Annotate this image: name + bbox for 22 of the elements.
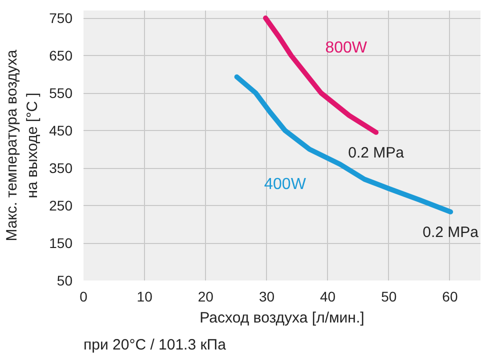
y-axis-title: Макс. температура воздуха на выходе [°C ] (4, 49, 42, 242)
series-label: 800W (325, 40, 368, 56)
y-tick-label: 50 (56, 272, 73, 288)
y-tick-label: 150 (49, 235, 73, 251)
x-tick-label: 30 (258, 288, 275, 304)
y-tick-label: 750 (49, 10, 73, 26)
y-tick-label: 350 (49, 160, 73, 176)
x-tick-label: 10 (136, 288, 153, 304)
x-tick-label: 20 (198, 288, 214, 304)
y-tick-label: 250 (49, 198, 73, 214)
annotation: 0.2 MPa (422, 224, 480, 241)
x-tick-label: 0 (80, 288, 88, 304)
y-tick-label: 650 (49, 48, 73, 64)
series-label: 400W (264, 176, 307, 193)
x-axis-title: Расход воздуха [л/мин.] (200, 310, 364, 326)
y-tick-label: 550 (49, 85, 73, 101)
x-tick-label: 40 (320, 288, 336, 304)
text: при 20°C / 101.3 кПа (84, 336, 227, 354)
x-tick-label: 60 (442, 288, 458, 304)
x-tick-label: 50 (381, 288, 397, 304)
annotation: 0.2 MPa (348, 144, 405, 162)
y-tick-label: 450 (49, 122, 73, 138)
